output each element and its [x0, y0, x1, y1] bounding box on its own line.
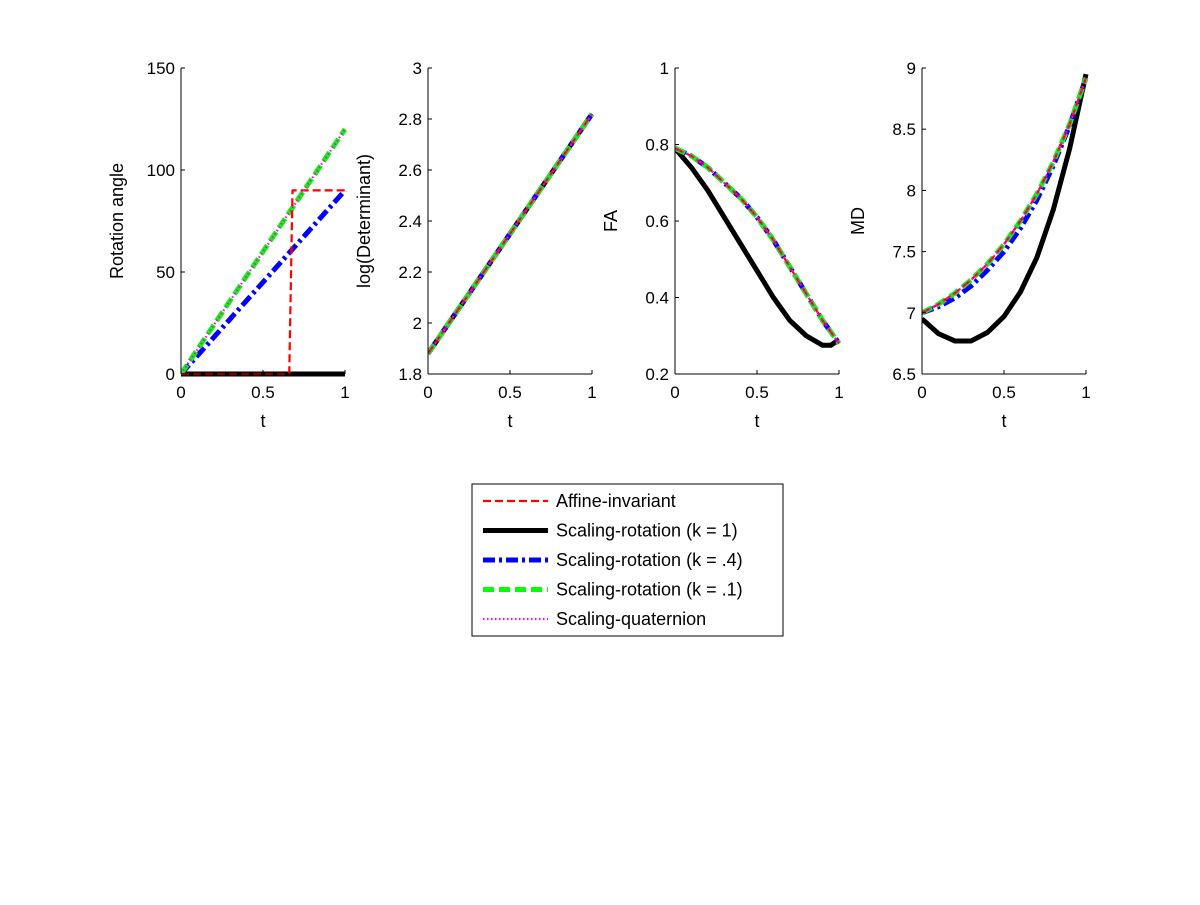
y-tick-label: 0.6 — [645, 212, 669, 231]
y-tick-label: 0.8 — [645, 136, 669, 155]
x-tick-label: 0.5 — [498, 383, 522, 402]
legend-label: Affine-invariant — [556, 491, 676, 511]
y-axis-label: log(Determinant) — [354, 154, 374, 288]
y-axis-label: FA — [601, 210, 621, 232]
subplot-1: 0 50 100 150 0 0.5 1 t Rotation angle — [107, 59, 350, 431]
subplot-4: 6.5 7 7.5 8 8.5 9 0 0.5 1 t MD — [848, 59, 1091, 431]
series-group — [922, 73, 1089, 344]
series-group — [428, 112, 595, 356]
x-tick-label: 1 — [834, 383, 843, 402]
y-tick-label: 100 — [147, 161, 175, 180]
series-line — [922, 77, 1088, 314]
legend-label: Scaling-rotation (k = .4) — [556, 550, 743, 570]
subplot-3: 0.2 0.4 0.6 0.8 1 0 0.5 1 t FA — [601, 59, 844, 431]
y-axis-label: Rotation angle — [107, 163, 127, 279]
y-tick-label: 2.8 — [398, 110, 422, 129]
y-tick-label: 1 — [660, 59, 669, 78]
x-axis-label: t — [507, 411, 512, 431]
y-tick-label: 0.4 — [645, 289, 669, 308]
x-axis-label: t — [754, 411, 759, 431]
x-tick-label: 0.5 — [251, 383, 275, 402]
series-line — [922, 76, 1089, 316]
y-tick-label: 0.2 — [645, 365, 669, 384]
series-line — [922, 73, 1089, 344]
series-line — [428, 113, 593, 355]
y-tick-label: 2.6 — [398, 161, 422, 180]
legend-label: Scaling-quaternion — [556, 609, 706, 629]
y-tick-label: 2 — [413, 314, 422, 333]
series-line — [675, 146, 841, 348]
y-tick-label: 9 — [907, 59, 916, 78]
x-tick-label: 0.5 — [992, 383, 1016, 402]
y-tick-label: 8 — [907, 181, 916, 200]
y-tick-label: 0 — [166, 365, 175, 384]
series-line — [675, 147, 840, 345]
series-line — [181, 128, 346, 375]
legend: Affine-invariant Scaling-rotation (k = 1)… — [471, 483, 784, 637]
y-axis-label: MD — [848, 207, 868, 235]
legend-label: Scaling-rotation (k = .1) — [556, 580, 743, 600]
y-tick-label: 7.5 — [892, 243, 916, 262]
y-tick-label: 150 — [147, 59, 175, 78]
x-tick-label: 1 — [587, 383, 596, 402]
y-tick-label: 2.4 — [398, 212, 422, 231]
x-tick-label: 0 — [917, 383, 926, 402]
y-tick-label: 8.5 — [892, 120, 916, 139]
x-tick-label: 0 — [176, 383, 185, 402]
y-tick-label: 7 — [907, 304, 916, 323]
series-group — [181, 127, 348, 377]
series-group — [675, 146, 842, 348]
legend-label: Scaling-rotation (k = 1) — [556, 521, 738, 541]
x-axis-label: t — [1001, 411, 1006, 431]
x-tick-label: 0 — [423, 383, 432, 402]
series-line — [181, 189, 345, 376]
subplot-2: 1.8 2 2.2 2.4 2.6 2.8 3 0 0.5 1 t log(Determinant) — [354, 59, 597, 431]
x-tick-label: 0 — [670, 383, 679, 402]
y-tick-label: 1.8 — [398, 365, 422, 384]
y-tick-label: 6.5 — [892, 365, 916, 384]
x-tick-label: 0.5 — [745, 383, 769, 402]
series-line — [922, 76, 1089, 316]
series-line — [922, 77, 1088, 314]
x-tick-label: 1 — [1081, 383, 1090, 402]
x-tick-label: 1 — [340, 383, 349, 402]
y-tick-label: 3 — [413, 59, 422, 78]
x-axis-label: t — [260, 411, 265, 431]
y-tick-label: 2.2 — [398, 263, 422, 282]
series-line — [181, 188, 347, 376]
y-tick-label: 50 — [156, 263, 175, 282]
